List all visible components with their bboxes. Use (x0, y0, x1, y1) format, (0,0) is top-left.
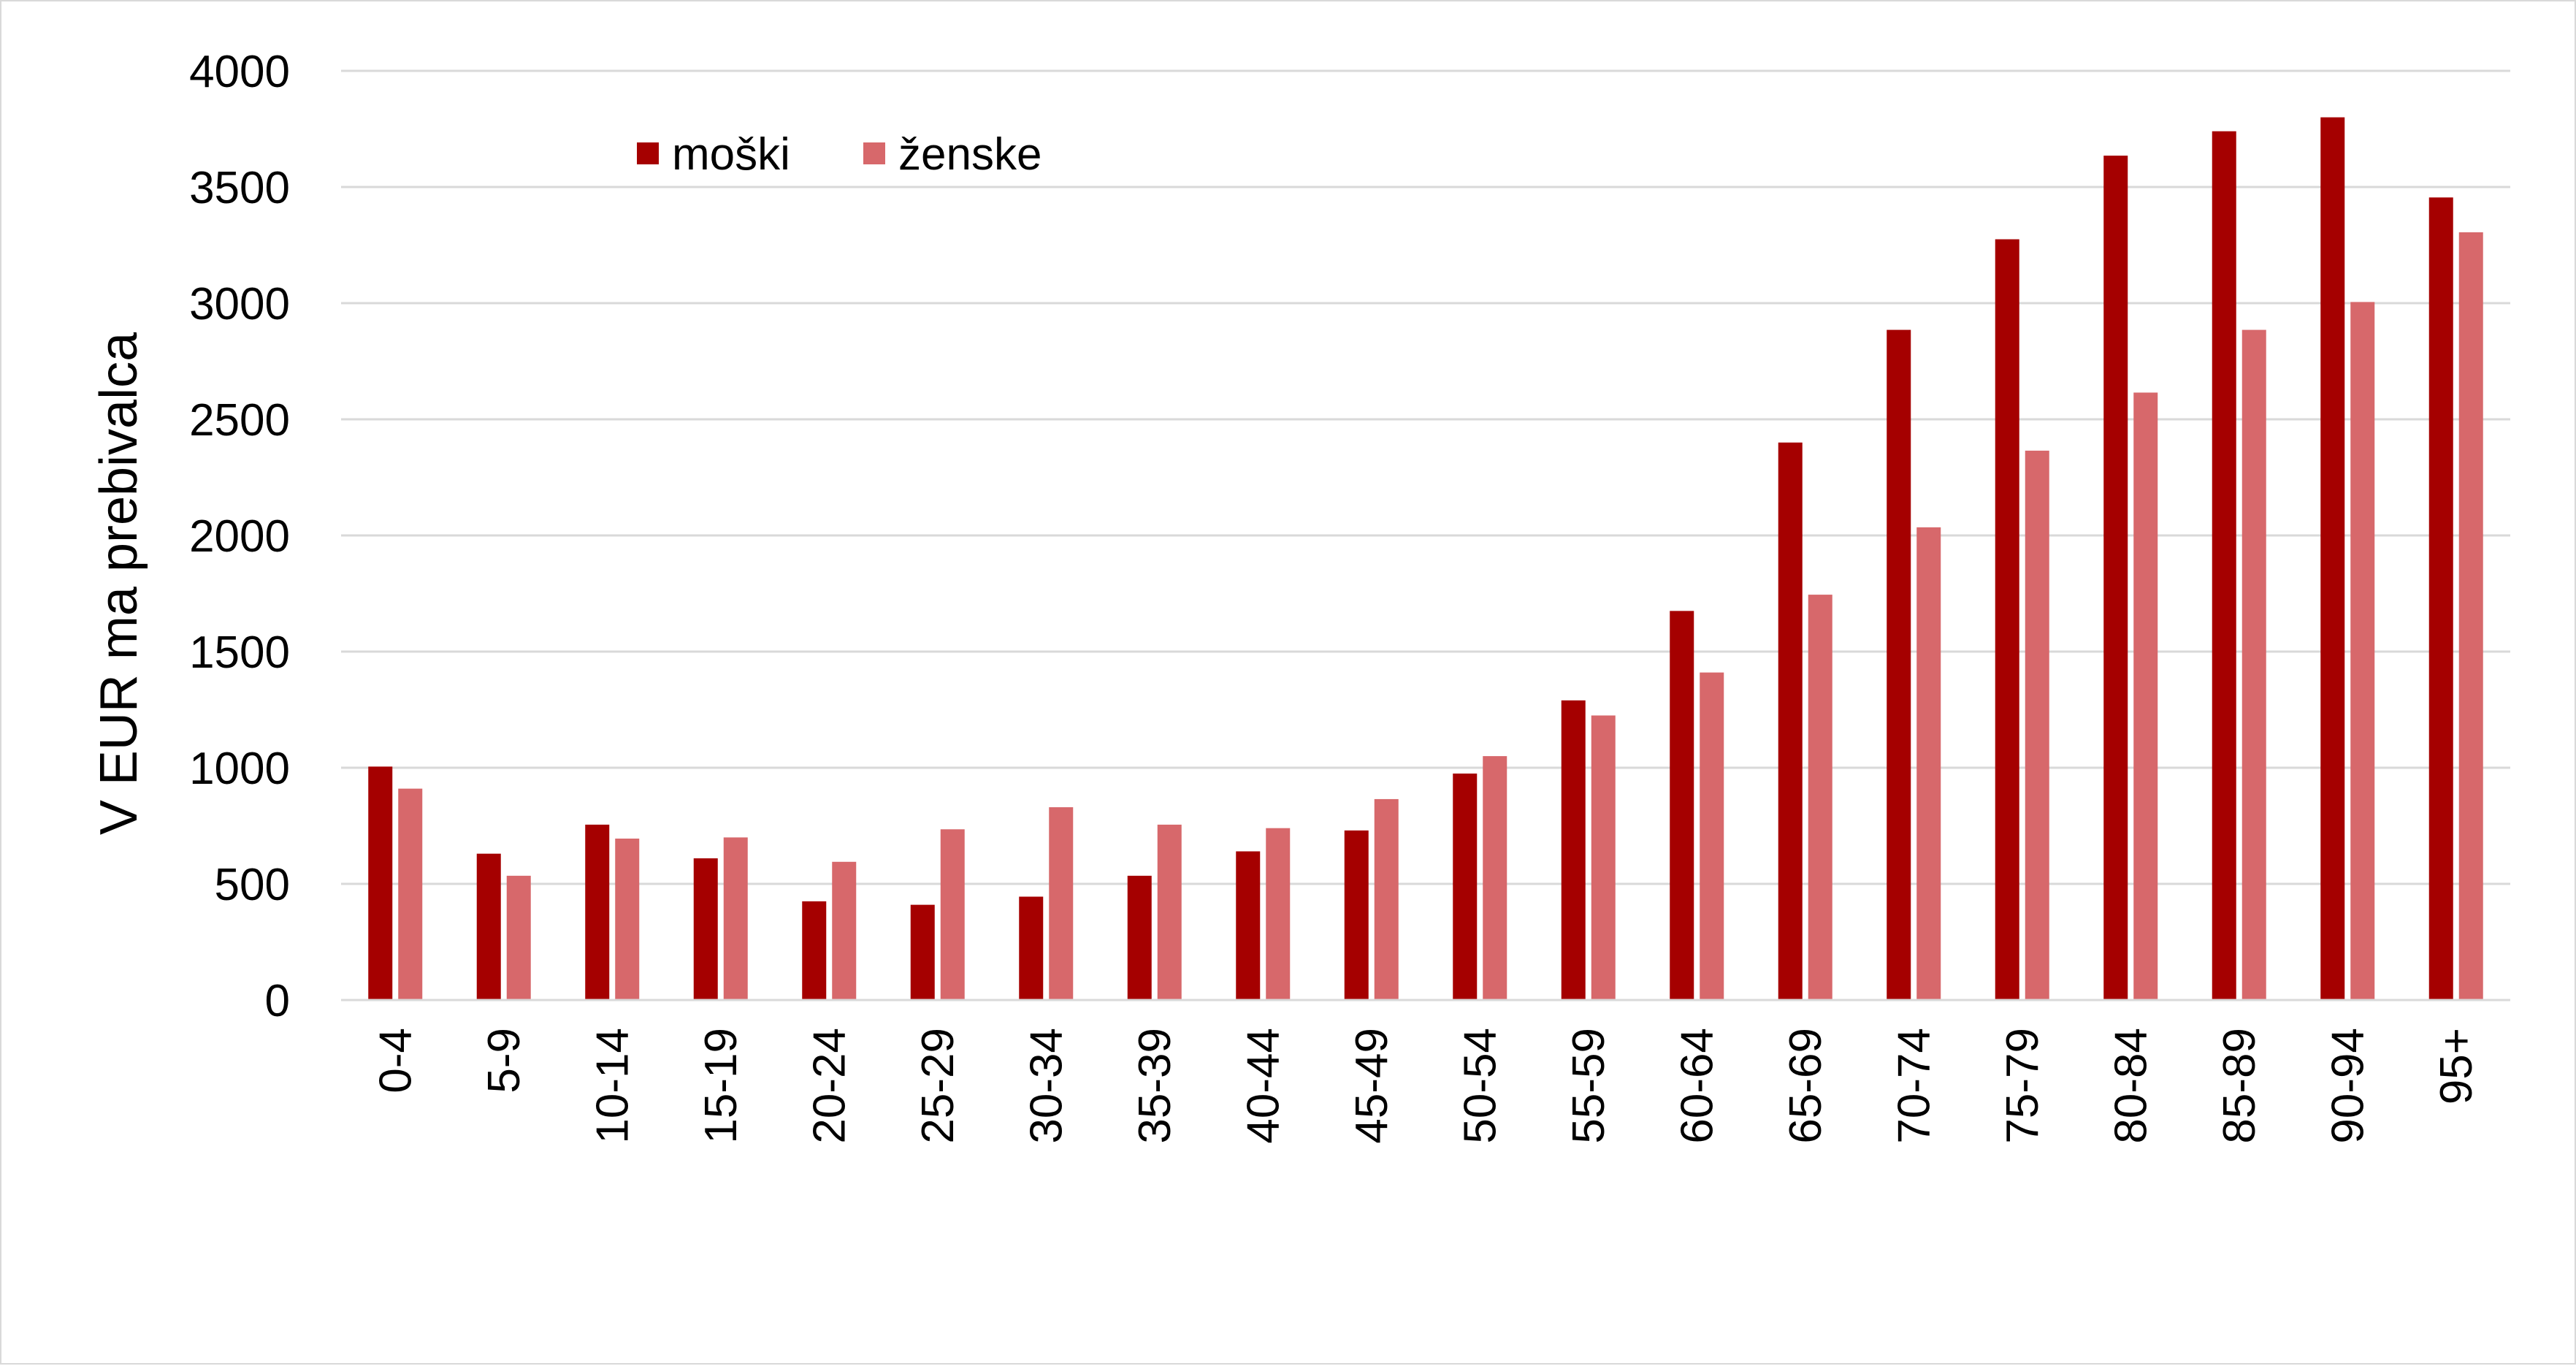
bars (368, 117, 2483, 1001)
bar-zenske-25-29 (940, 829, 965, 1000)
bar-zenske-40-44 (1266, 828, 1291, 1000)
x-tick-label: 25-29 (913, 1028, 963, 1144)
bar-zenske-75-79 (2025, 450, 2049, 1000)
bar-moski-65-69 (1778, 442, 1803, 1000)
bar-zenske-45-49 (1374, 798, 1399, 1000)
x-tick-label: 30-34 (1021, 1028, 1071, 1144)
bar-moski-50-54 (1453, 773, 1478, 1000)
x-tick-label: 70-74 (1889, 1028, 1939, 1144)
x-tick-label: 50-54 (1455, 1028, 1505, 1144)
bar-moski-90-94 (2320, 117, 2345, 1001)
x-tick-label: 80-84 (2106, 1028, 2156, 1144)
bar-zenske-85-89 (2241, 329, 2266, 1000)
legend-swatch-zenske (863, 142, 885, 164)
bar-moski-20-24 (802, 901, 827, 1000)
x-tick-label: 0-4 (370, 1028, 421, 1094)
x-tick-label: 85-89 (2214, 1028, 2265, 1144)
y-tick-label: 2000 (189, 511, 290, 562)
y-axis-title: V EUR ma prebivalca (90, 332, 148, 835)
bar-moski-95+ (2428, 197, 2453, 1000)
bar-moski-70-74 (1887, 329, 1911, 1000)
bar-zenske-50-54 (1483, 756, 1507, 1000)
bar-moski-30-34 (1019, 896, 1044, 1000)
x-tick-label: 65-69 (1781, 1028, 1831, 1144)
bar-moski-80-84 (2103, 156, 2128, 1000)
y-tick-label: 1000 (189, 744, 290, 794)
bar-moski-75-79 (1995, 239, 2019, 1000)
bar-zenske-5-9 (506, 875, 531, 1000)
y-axis-tick-labels: 0 500 1000 1500 2000 2500 3000 3500 4000 (189, 47, 290, 1026)
x-tick-label: 15-19 (696, 1028, 746, 1144)
bar-zenske-95+ (2458, 232, 2483, 1000)
bar-zenske-30-34 (1049, 807, 1074, 1000)
x-tick-label: 5-9 (479, 1028, 530, 1094)
y-tick-label: 1500 (189, 627, 290, 678)
bar-zenske-70-74 (1916, 527, 1941, 1000)
x-tick-label: 90-94 (2323, 1028, 2373, 1144)
legend: moški ženske (637, 129, 1042, 180)
bar-zenske-55-59 (1591, 715, 1616, 1000)
bar-zenske-0-4 (398, 788, 423, 1000)
x-axis-tick-labels: 0-4 5-9 10-14 15-19 20-24 25-29 30-34 35-39 40-4… (370, 1028, 2482, 1144)
bar-zenske-65-69 (1808, 595, 1832, 1000)
bar-moski-55-59 (1561, 700, 1586, 1000)
bar-moski-45-49 (1344, 830, 1369, 1000)
x-tick-label: 60-64 (1672, 1028, 1722, 1144)
bar-zenske-15-19 (723, 837, 748, 1000)
bar-zenske-60-64 (1700, 672, 1724, 1000)
bar-zenske-90-94 (2350, 302, 2375, 1000)
bar-moski-85-89 (2212, 131, 2236, 1001)
y-tick-label: 500 (215, 860, 290, 910)
gridlines (341, 69, 2510, 885)
bar-moski-40-44 (1236, 851, 1261, 1000)
bar-moski-5-9 (476, 853, 501, 1000)
bar-zenske-10-14 (615, 838, 640, 1000)
x-tick-label: 55-59 (1564, 1028, 1614, 1144)
bar-moski-15-19 (693, 858, 718, 1000)
bar-zenske-20-24 (832, 861, 857, 1000)
x-tick-label: 75-79 (1998, 1028, 2048, 1144)
x-tick-label: 10-14 (587, 1028, 638, 1144)
bar-zenske-35-39 (1157, 824, 1182, 1000)
y-tick-label: 3000 (189, 279, 290, 329)
x-tick-label: 20-24 (804, 1028, 855, 1144)
bar-zenske-80-84 (2133, 392, 2158, 1000)
x-tick-label: 45-49 (1347, 1028, 1397, 1144)
x-tick-label: 40-44 (1238, 1028, 1288, 1144)
bar-moski-0-4 (368, 766, 393, 1000)
x-tick-label: 95+ (2431, 1028, 2482, 1104)
bar-moski-35-39 (1127, 875, 1152, 1000)
bar-moski-60-64 (1670, 611, 1694, 1000)
bar-moski-25-29 (910, 904, 935, 1000)
x-tick-label: 35-39 (1130, 1028, 1180, 1144)
y-tick-label: 3500 (189, 163, 290, 213)
legend-swatch-moski (637, 142, 659, 164)
y-tick-label: 0 (265, 976, 290, 1026)
y-tick-label: 4000 (189, 47, 290, 97)
legend-label-moski: moški (672, 129, 790, 180)
legend-label-zenske: ženske (898, 129, 1042, 180)
bar-moski-10-14 (585, 824, 610, 1000)
y-tick-label: 2500 (189, 395, 290, 446)
